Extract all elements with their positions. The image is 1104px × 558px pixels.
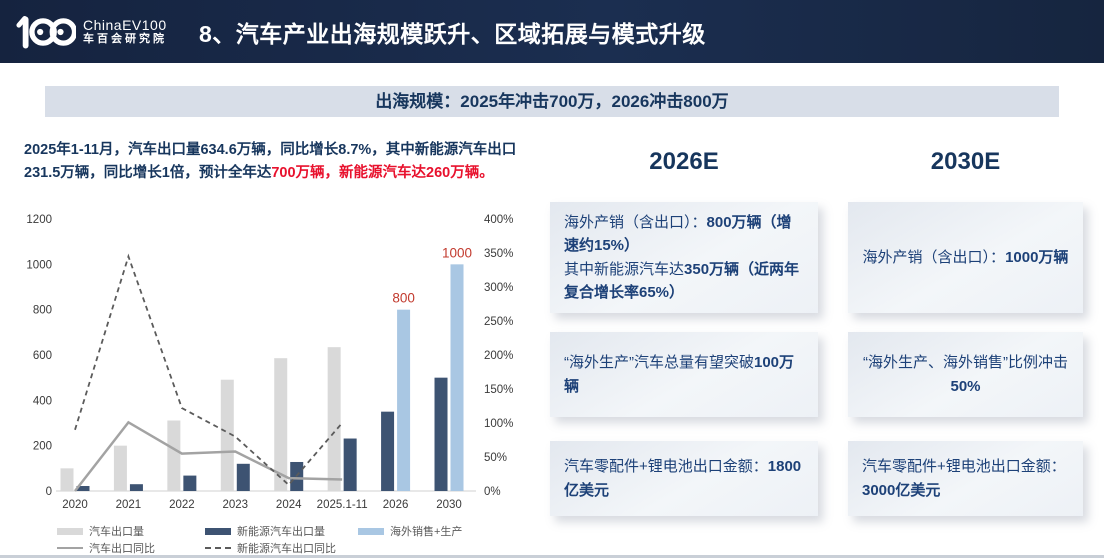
column-header-2030e: 2030E bbox=[930, 148, 1001, 175]
card-text: 汽车零配件+锂电池出口金额：3000亿美元 bbox=[862, 458, 1066, 499]
logo-name-en: ChinaEV100 bbox=[83, 17, 167, 34]
card-text: 海外产销（含出口）：800万辆（增速约15%） 其中新能源汽车达350万辆（近两年… bbox=[564, 213, 800, 302]
legend-swatch-icon bbox=[205, 527, 231, 535]
column-header-2026e: 2026E bbox=[649, 148, 719, 175]
card-2030-overseas-production: “海外生产、海外销售”比例冲击50% bbox=[848, 332, 1083, 417]
legend-item: 海外销售+生产 bbox=[358, 523, 462, 539]
legend-label: 汽车出口同比 bbox=[89, 543, 155, 555]
svg-text:2026: 2026 bbox=[383, 499, 409, 511]
card-2030-overseas-sales: 海外产销（含出口）：1000万辆 bbox=[848, 202, 1083, 313]
page-title: 8、汽车产业出海规模跃升、区域拓展与模式升级 bbox=[199, 20, 706, 47]
legend-item: 汽车出口量 bbox=[57, 523, 144, 539]
svg-text:2023: 2023 bbox=[222, 499, 248, 511]
card-2026-parts-battery-export: 汽车零配件+锂电池出口金额：1800亿美元 bbox=[550, 441, 818, 516]
svg-text:350%: 350% bbox=[484, 248, 513, 260]
svg-text:1200: 1200 bbox=[26, 214, 52, 226]
svg-text:300%: 300% bbox=[484, 282, 513, 294]
card-2030-parts-battery-export: 汽车零配件+锂电池出口金额：3000亿美元 bbox=[848, 441, 1083, 516]
chinaev100-logo-icon bbox=[16, 15, 76, 48]
legend-item: 新能源汽车出口量 bbox=[205, 523, 325, 539]
svg-text:400%: 400% bbox=[484, 214, 513, 226]
legend-label: 汽车出口量 bbox=[89, 526, 144, 538]
svg-text:2025.1-11: 2025.1-11 bbox=[317, 499, 368, 511]
svg-text:600: 600 bbox=[33, 350, 52, 362]
card-2026-overseas-sales: 海外产销（含出口）：800万辆（增速约15%） 其中新能源汽车达350万辆（近两年… bbox=[550, 202, 818, 313]
svg-text:2030: 2030 bbox=[436, 499, 462, 511]
svg-text:2022: 2022 bbox=[169, 499, 195, 511]
chart-panel: 0 200 400 600 800 1000 1200 0% 50% 100% 150% 200% 25… bbox=[20, 195, 525, 555]
legend-swatch-icon bbox=[358, 527, 384, 535]
legend-label: 海外销售+生产 bbox=[390, 526, 463, 538]
svg-text:200: 200 bbox=[33, 441, 52, 453]
svg-text:1000: 1000 bbox=[26, 259, 52, 271]
legend-label: 新能源汽车出口同比 bbox=[237, 543, 336, 555]
legend-item: 新能源汽车出口同比 bbox=[205, 540, 336, 555]
legend-line-icon bbox=[57, 547, 83, 549]
summary-paragraph: 2025年1-11月，汽车出口量634.6万辆，同比增长8.7%，其中新能源汽车… bbox=[24, 142, 517, 181]
svg-text:150%: 150% bbox=[484, 384, 513, 396]
svg-text:2020: 2020 bbox=[62, 499, 88, 511]
legend-label: 新能源汽车出口量 bbox=[237, 526, 325, 538]
svg-text:50%: 50% bbox=[484, 452, 507, 464]
svg-text:0: 0 bbox=[46, 486, 52, 498]
card-text: 汽车零配件+锂电池出口金额：1800亿美元 bbox=[564, 458, 802, 499]
svg-text:250%: 250% bbox=[484, 316, 513, 328]
card-2026-overseas-production: “海外生产”汽车总量有望突破100万辆 bbox=[550, 332, 818, 417]
legend-swatch-icon bbox=[57, 527, 83, 535]
export-combo-chart: 0 200 400 600 800 1000 1200 0% 50% 100% 150% 200% 25… bbox=[26, 214, 513, 511]
svg-text:1000: 1000 bbox=[442, 245, 472, 260]
card-text: 海外产销（含出口）：1000万辆 bbox=[862, 248, 1069, 266]
header-bar: ChinaEV100 车百会研究院 8、汽车产业出海规模跃升、区域拓展与模式升级 bbox=[0, 0, 1104, 63]
legend-line-icon bbox=[205, 547, 231, 549]
scale-banner: 出海规模：2025年冲击700万，2026冲击800万 bbox=[45, 86, 1059, 117]
svg-text:100%: 100% bbox=[484, 418, 513, 430]
svg-text:400: 400 bbox=[33, 395, 52, 407]
logo: ChinaEV100 车百会研究院 bbox=[14, 10, 167, 54]
legend-item: 汽车出口同比 bbox=[57, 540, 155, 555]
card-text: “海外生产、海外销售”比例冲击50% bbox=[863, 354, 1068, 395]
card-text: “海外生产”汽车总量有望突破100万辆 bbox=[564, 354, 795, 395]
svg-text:800: 800 bbox=[33, 305, 52, 317]
svg-text:0%: 0% bbox=[484, 486, 501, 498]
svg-text:800: 800 bbox=[392, 291, 415, 306]
logo-name-cn: 车百会研究院 bbox=[83, 33, 167, 46]
svg-text:200%: 200% bbox=[484, 350, 513, 362]
chart-legend: 汽车出口量 新能源汽车出口量 海外销售+生产汽车出口同比 新能源汽车出口同比 bbox=[20, 521, 525, 555]
svg-text:2021: 2021 bbox=[116, 499, 142, 511]
logo-text: ChinaEV100 车百会研究院 bbox=[83, 17, 167, 46]
svg-text:2024: 2024 bbox=[276, 499, 302, 511]
